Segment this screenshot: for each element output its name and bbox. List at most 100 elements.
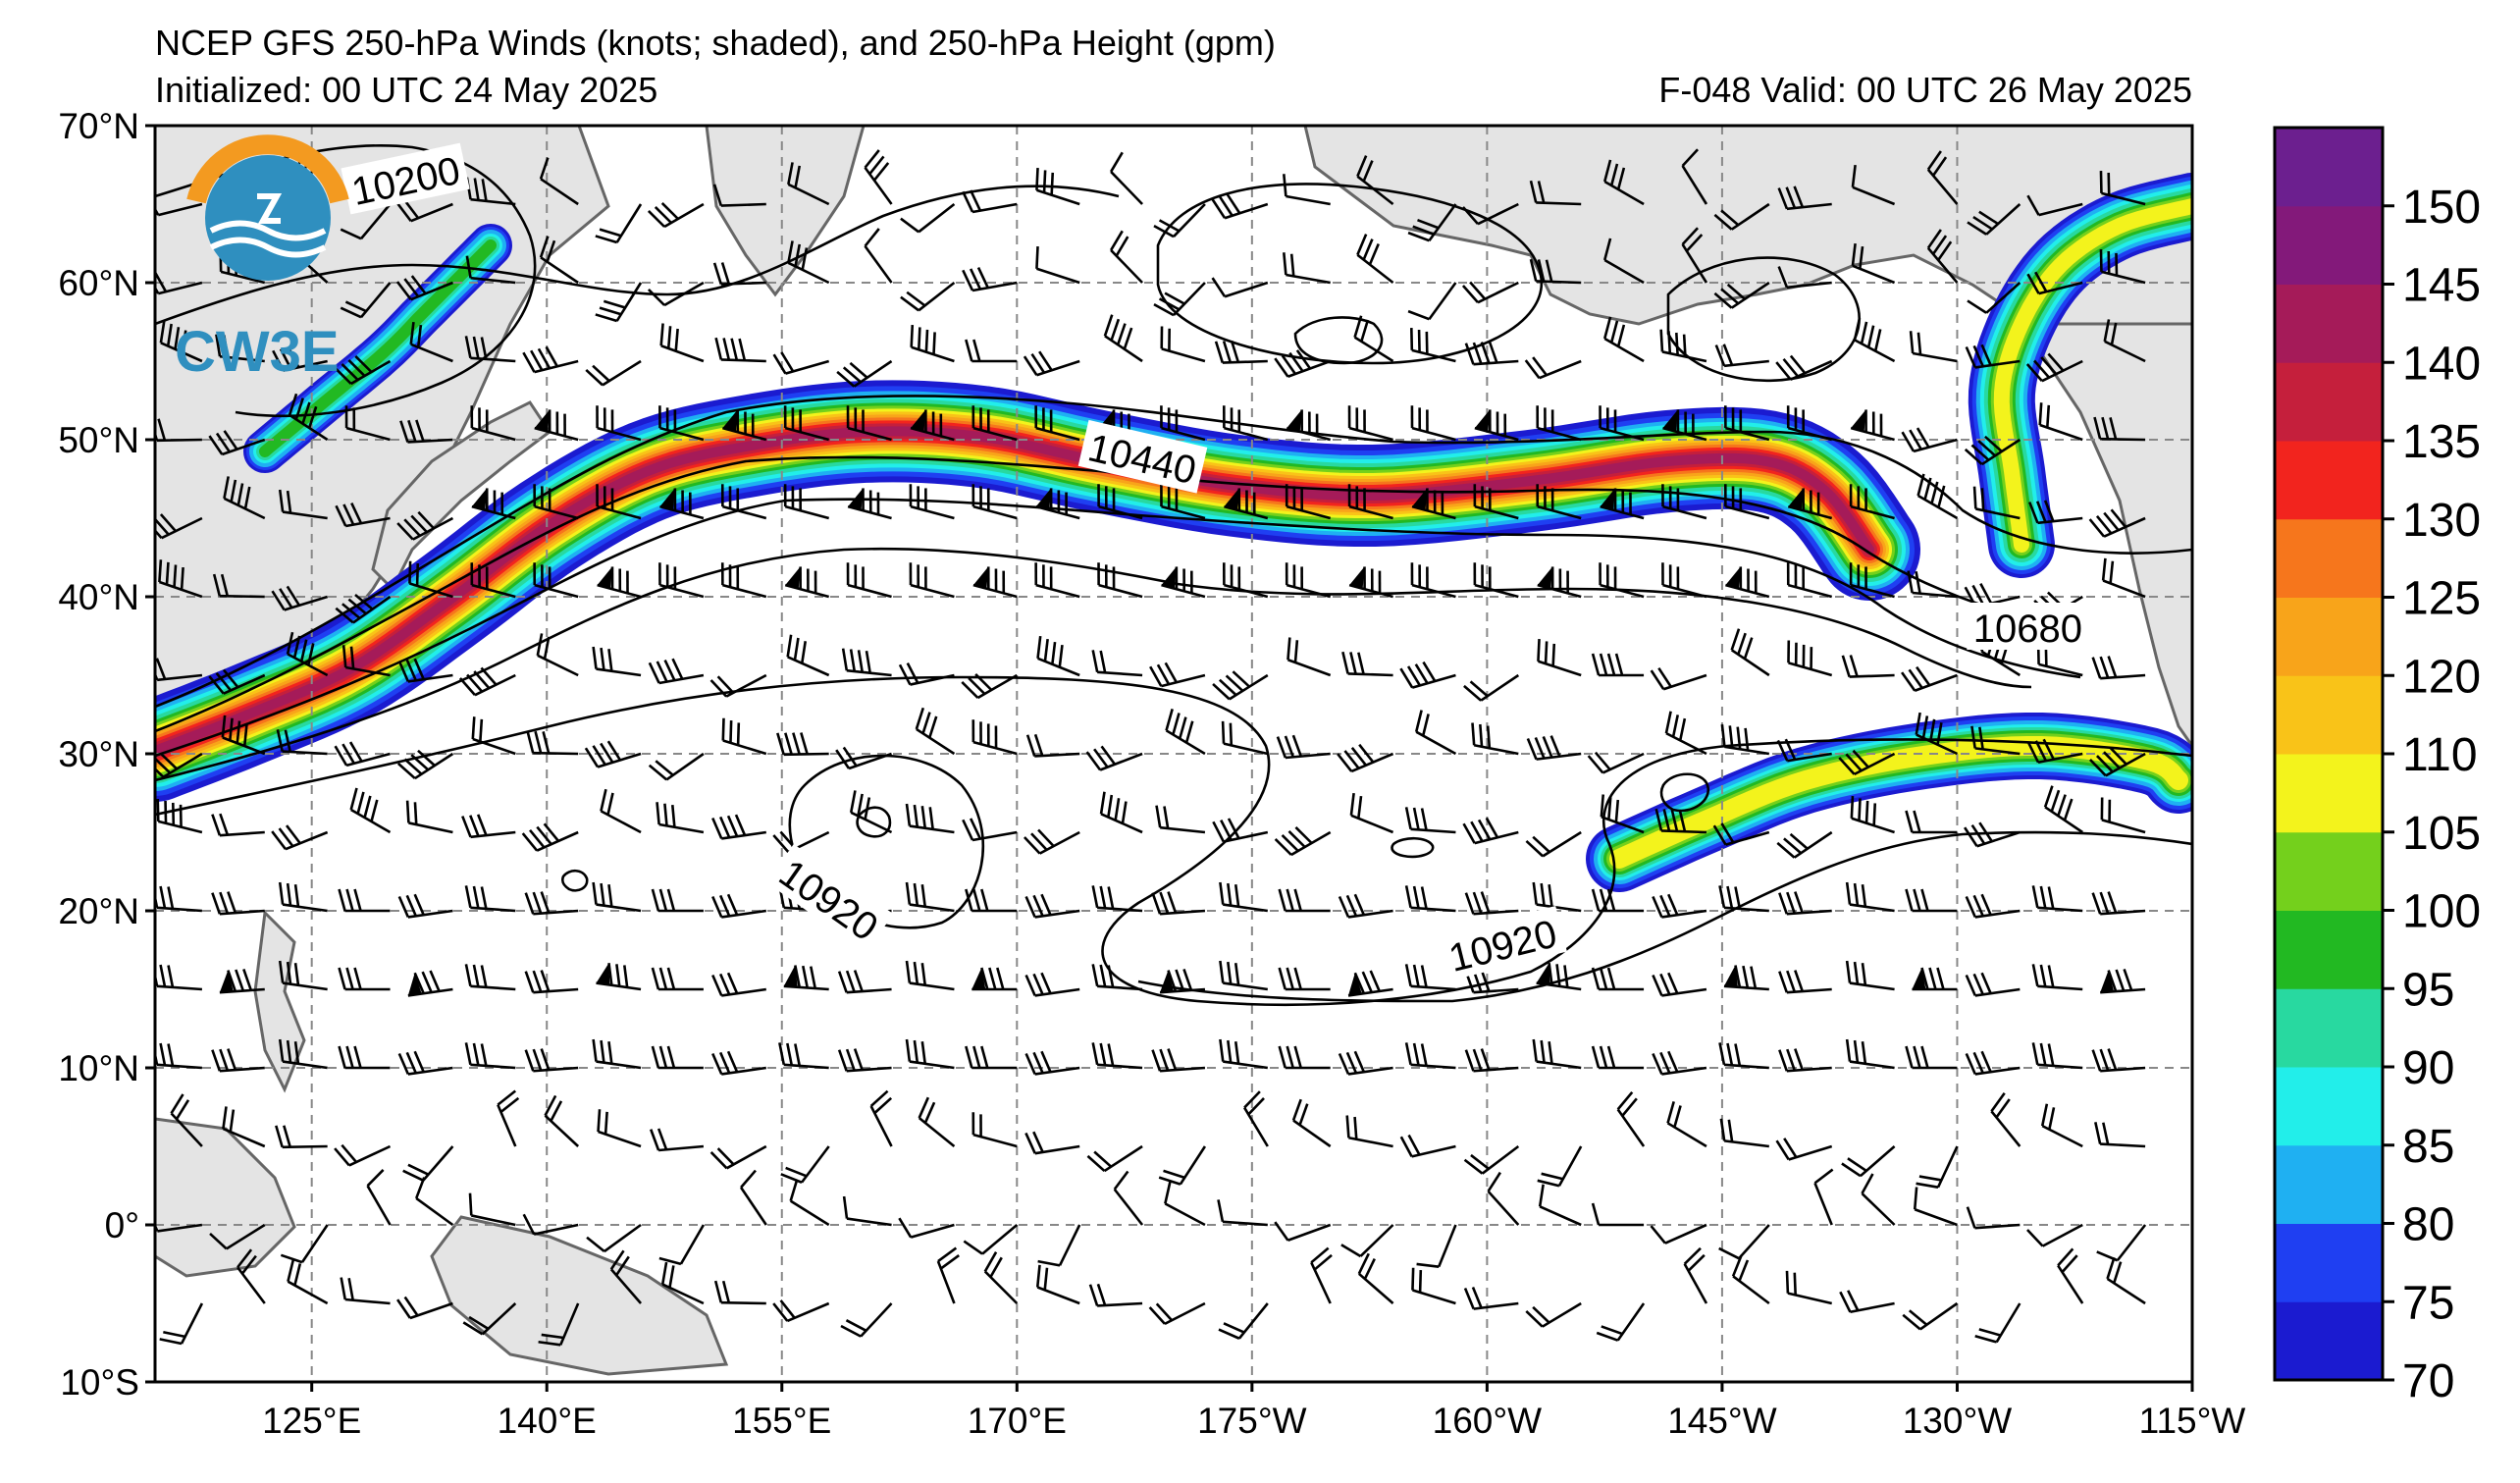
wind-barb (1913, 1187, 1958, 1227)
wind-barb (1587, 751, 1645, 774)
wind-barb (658, 1224, 706, 1266)
wind-barb (1212, 670, 1269, 701)
lat-tick-label: 50°N (58, 420, 139, 460)
wind-barb (271, 585, 329, 611)
wind-barb (837, 1048, 892, 1073)
wind-barb (846, 562, 892, 599)
wind-barb (1410, 328, 1456, 363)
wind-barb (236, 1248, 266, 1304)
wind-barb (1219, 1038, 1268, 1070)
wind-barb (2043, 785, 2083, 834)
wind-barb (711, 893, 766, 919)
wind-barb (1776, 738, 1832, 763)
wind-barb (597, 566, 642, 599)
wind-barb (1849, 484, 1895, 520)
wind-barb (1160, 326, 1206, 363)
wind-barb (405, 800, 453, 834)
wind-barb (1219, 960, 1268, 991)
wind-barb (1149, 662, 1206, 688)
jet-speed-band (1609, 736, 2188, 869)
colorbar-swatch (2275, 518, 2383, 598)
wind-barb (1347, 970, 1393, 997)
wind-barb (1410, 562, 1456, 599)
wind-barb (864, 228, 893, 284)
wind-barb (1723, 484, 1770, 520)
wind-barb (159, 320, 203, 363)
wind-barb (1463, 673, 1520, 702)
wind-barb (524, 970, 579, 994)
map-title: NCEP GFS 250-hPa Winds (knots; shaded), … (155, 23, 1276, 63)
logo-orange-arc (186, 134, 349, 204)
wind-barb (584, 740, 642, 768)
wind-barb (1681, 227, 1708, 284)
wind-barb (1845, 960, 1895, 991)
wind-barb (869, 1089, 893, 1147)
wind-barb (1967, 282, 2021, 314)
wind-barb (963, 1224, 1019, 1255)
wind-barb (1850, 795, 1895, 834)
wind-barb (1461, 202, 1519, 226)
colorbar-label: 140 (2402, 338, 2481, 390)
wind-barb (1283, 252, 1331, 285)
wind-barb (962, 818, 1018, 842)
wind-barb (1224, 488, 1269, 520)
wind-barb (842, 1195, 892, 1227)
wind-barb (659, 323, 705, 363)
wind-barb (464, 885, 516, 913)
wind-barb (1349, 792, 1394, 834)
latitude-axis: 70°N 60°N 50°N 40°N 30°N 20°N 10°N 0° 10°S (58, 106, 155, 1403)
colorbar-label: 135 (2402, 416, 2481, 468)
wind-barb (709, 673, 767, 698)
contour-10920-south (1137, 830, 2192, 1003)
wind-barb (1286, 409, 1332, 442)
lon-tick-label: 160°W (1433, 1401, 1543, 1441)
wind-barb (402, 1145, 454, 1182)
wind-barb (936, 1246, 960, 1304)
wind-barb (647, 281, 705, 307)
wind-barb (1404, 885, 1456, 913)
wind-barb (1718, 1042, 1769, 1070)
wind-barb (1851, 242, 1896, 285)
lat-tick-label: 0° (105, 1205, 139, 1245)
wind-barb (1775, 1138, 1833, 1161)
colorbar-label: 70 (2402, 1355, 2454, 1407)
colorbar-swatch (2275, 1301, 2383, 1381)
colorbar-swatch (2275, 988, 2383, 1068)
wind-barb (783, 484, 830, 520)
wind-barb (2057, 1247, 2084, 1304)
wind-barb (533, 562, 579, 599)
wind-barb (1464, 1048, 1519, 1073)
wind-barb (1035, 1264, 1080, 1305)
wind-barb (1034, 405, 1080, 442)
wind-barb (278, 1038, 328, 1070)
wind-barb (1659, 329, 1707, 363)
wind-barb (1813, 1168, 1834, 1226)
wind-barb (898, 662, 955, 686)
wind-barb (1718, 885, 1769, 913)
colorbar-swatch (2275, 441, 2383, 520)
wind-barb (711, 814, 766, 840)
wind-barb (1487, 1171, 1520, 1226)
wind-barb (278, 960, 328, 991)
wind-barb (1662, 409, 1707, 442)
lon-tick-label: 140°E (498, 1401, 597, 1441)
wind-barb (465, 255, 516, 285)
wind-barb (396, 749, 454, 780)
wind-barb (1538, 1184, 1582, 1227)
wind-barb (212, 573, 265, 599)
wind-barb (1841, 1145, 1896, 1178)
wind-barb (1926, 150, 1959, 205)
wind-barb (1025, 733, 1080, 758)
wind-barb (898, 1217, 955, 1239)
colorbar-label: 150 (2402, 182, 2481, 234)
wind-barb (1526, 735, 1582, 761)
colorbar-label: 85 (2402, 1121, 2454, 1173)
wind-barb (1901, 427, 1958, 453)
wind-barb (1664, 711, 1707, 756)
lon-tick-label: 115°W (2139, 1401, 2246, 1441)
wind-barb (1338, 893, 1393, 919)
wind-barb (271, 824, 329, 851)
wind-barb (1160, 405, 1206, 442)
wind-barb (2031, 964, 2083, 991)
wind-barb (1723, 405, 1770, 442)
